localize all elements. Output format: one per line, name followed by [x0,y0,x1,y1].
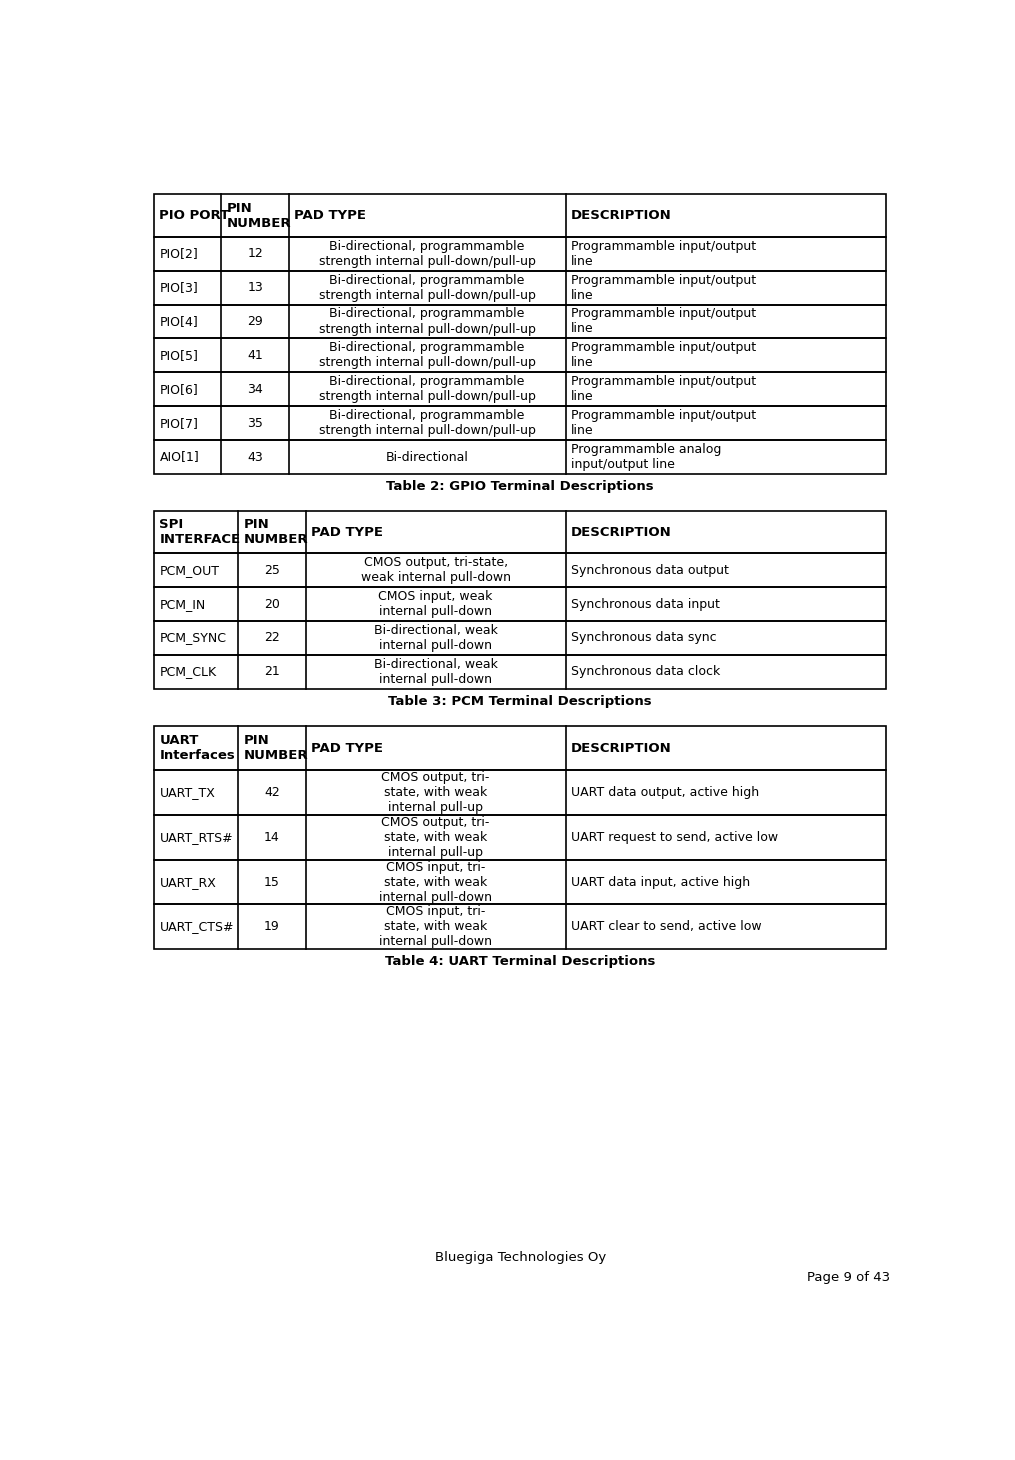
Text: UART data input, active high: UART data input, active high [571,876,750,889]
Bar [154,511,886,553]
Text: PCM_SYNC: PCM_SYNC [159,632,226,644]
Text: Page 9 of 43: Page 9 of 43 [807,1272,890,1285]
Bar [154,860,886,904]
Text: PIO[4]: PIO[4] [159,315,198,328]
Text: Bluegiga Technologies Oy: Bluegiga Technologies Oy [434,1251,606,1263]
Text: Bi-directional: Bi-directional [386,451,469,463]
Text: UART
Interfaces: UART Interfaces [159,734,235,762]
Text: PIO PORT: PIO PORT [159,209,229,222]
Text: PCM_OUT: PCM_OUT [159,564,219,577]
Text: 41: 41 [248,349,263,362]
Text: PIN
NUMBER: PIN NUMBER [226,201,291,229]
Bar [154,553,886,587]
Text: PAD TYPE: PAD TYPE [311,526,383,539]
Text: Bi-directional, weak
internal pull-down: Bi-directional, weak internal pull-down [374,623,497,653]
Text: PAD TYPE: PAD TYPE [311,742,383,755]
Text: DESCRIPTION: DESCRIPTION [571,209,672,222]
Text: Bi-directional, programmamble
strength internal pull-down/pull-up: Bi-directional, programmamble strength i… [319,409,536,437]
Bar [154,270,886,305]
Text: 42: 42 [264,787,280,799]
Text: Programmamble analog
input/output line: Programmamble analog input/output line [571,442,722,472]
Bar [154,372,886,406]
Bar [154,237,886,270]
Bar [154,815,886,860]
Text: 35: 35 [247,416,263,429]
Text: Bi-directional, programmamble
strength internal pull-down/pull-up: Bi-directional, programmamble strength i… [319,273,536,302]
Text: DESCRIPTION: DESCRIPTION [571,526,672,539]
Text: Bi-directional, programmamble
strength internal pull-down/pull-up: Bi-directional, programmamble strength i… [319,342,536,369]
Bar [154,771,886,815]
Text: UART_CTS#: UART_CTS# [159,920,233,933]
Text: Synchronous data input: Synchronous data input [571,597,720,610]
Text: 21: 21 [264,666,280,679]
Text: 29: 29 [248,315,263,328]
Text: SPI
INTERFACE: SPI INTERFACE [159,518,241,546]
Text: Bi-directional, weak
internal pull-down: Bi-directional, weak internal pull-down [374,658,497,686]
Text: Programmamble input/output
line: Programmamble input/output line [571,239,756,267]
Text: 34: 34 [248,383,263,396]
Text: PIN
NUMBER: PIN NUMBER [244,518,309,546]
Text: CMOS input, weak
internal pull-down: CMOS input, weak internal pull-down [379,590,493,618]
Text: Synchronous data output: Synchronous data output [571,564,729,577]
Text: PIO[6]: PIO[6] [159,383,198,396]
Text: CMOS output, tri-
state, with weak
internal pull-up: CMOS output, tri- state, with weak inter… [382,771,490,815]
Bar [154,904,886,949]
Text: 13: 13 [248,282,263,293]
Text: Programmamble input/output
line: Programmamble input/output line [571,308,756,336]
Text: PIO[5]: PIO[5] [159,349,198,362]
Text: Programmamble input/output
line: Programmamble input/output line [571,409,756,437]
Text: 43: 43 [248,451,263,463]
Text: PIO[3]: PIO[3] [159,282,198,293]
Text: Table 3: PCM Terminal Descriptions: Table 3: PCM Terminal Descriptions [389,695,652,708]
Text: CMOS input, tri-
state, with weak
internal pull-down: CMOS input, tri- state, with weak intern… [379,860,492,904]
Text: PIO[2]: PIO[2] [159,247,198,260]
Text: Programmamble input/output
line: Programmamble input/output line [571,375,756,403]
Text: UART data output, active high: UART data output, active high [571,787,759,799]
Text: UART_RTS#: UART_RTS# [159,831,233,844]
Bar [154,439,886,474]
Bar [154,406,886,439]
Bar [154,305,886,339]
Text: Table 4: UART Terminal Descriptions: Table 4: UART Terminal Descriptions [385,955,656,968]
Text: Bi-directional, programmamble
strength internal pull-down/pull-up: Bi-directional, programmamble strength i… [319,239,536,267]
Text: UART clear to send, active low: UART clear to send, active low [571,920,761,933]
Text: DESCRIPTION: DESCRIPTION [571,742,672,755]
Bar [154,656,886,689]
Text: PIO[7]: PIO[7] [159,416,198,429]
Text: 25: 25 [264,564,280,577]
Text: PIN
NUMBER: PIN NUMBER [244,734,309,762]
Text: UART request to send, active low: UART request to send, active low [571,831,779,844]
Text: Synchronous data clock: Synchronous data clock [571,666,721,679]
Text: Synchronous data sync: Synchronous data sync [571,632,717,644]
Text: UART_TX: UART_TX [159,787,215,799]
Text: UART_RX: UART_RX [159,876,216,889]
Text: CMOS output, tri-
state, with weak
internal pull-up: CMOS output, tri- state, with weak inter… [382,816,490,858]
Text: 19: 19 [264,920,280,933]
Bar [154,726,886,771]
Text: 22: 22 [264,632,280,644]
Bar [154,587,886,620]
Text: Table 2: GPIO Terminal Descriptions: Table 2: GPIO Terminal Descriptions [387,480,654,493]
Text: Programmamble input/output
line: Programmamble input/output line [571,273,756,302]
Text: CMOS input, tri-
state, with weak
internal pull-down: CMOS input, tri- state, with weak intern… [379,905,492,948]
Text: Bi-directional, programmamble
strength internal pull-down/pull-up: Bi-directional, programmamble strength i… [319,375,536,403]
Text: 12: 12 [248,247,263,260]
Text: PCM_CLK: PCM_CLK [159,666,216,679]
Text: 14: 14 [264,831,280,844]
Text: Bi-directional, programmamble
strength internal pull-down/pull-up: Bi-directional, programmamble strength i… [319,308,536,336]
Text: AIO[1]: AIO[1] [159,451,199,463]
Bar [154,194,886,237]
Text: PAD TYPE: PAD TYPE [294,209,366,222]
Text: PCM_IN: PCM_IN [159,597,206,610]
Text: 20: 20 [264,597,280,610]
Bar [154,339,886,372]
Text: Programmamble input/output
line: Programmamble input/output line [571,342,756,369]
Text: 15: 15 [264,876,280,889]
Bar [154,620,886,656]
Text: CMOS output, tri-state,
weak internal pull-down: CMOS output, tri-state, weak internal pu… [360,556,511,584]
